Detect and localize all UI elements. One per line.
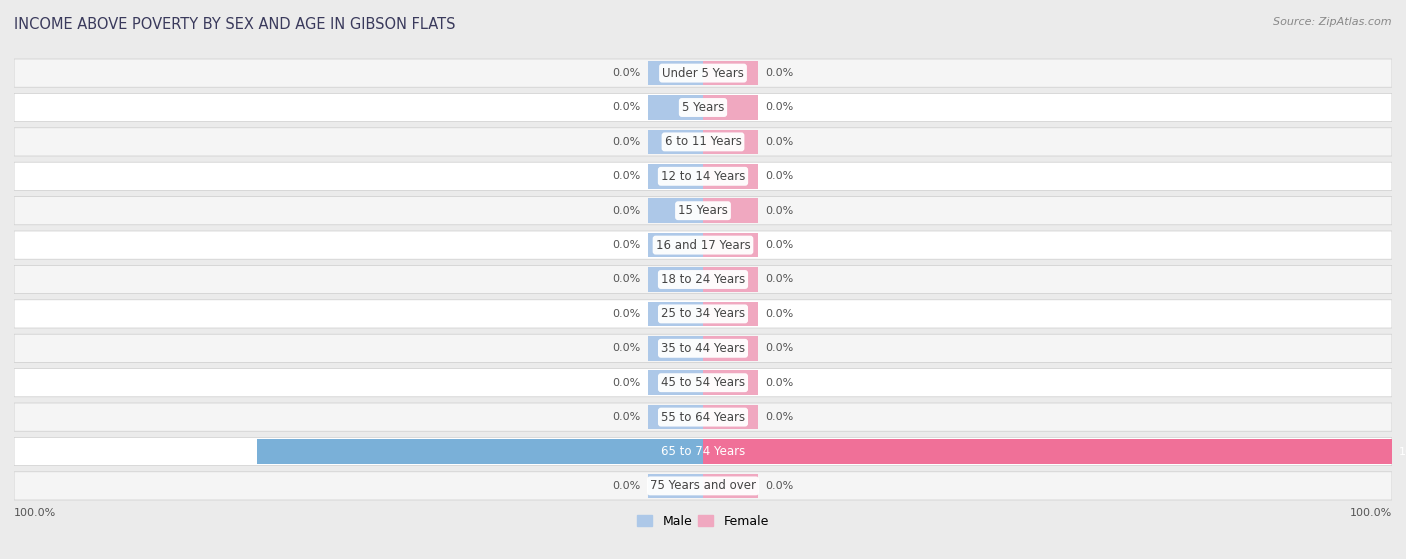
- Text: 12 to 14 Years: 12 to 14 Years: [661, 170, 745, 183]
- Text: 0.0%: 0.0%: [613, 240, 641, 250]
- Bar: [648, 267, 703, 292]
- Text: 0.0%: 0.0%: [613, 171, 641, 181]
- Text: 0.0%: 0.0%: [765, 240, 793, 250]
- Text: 0.0%: 0.0%: [765, 102, 793, 112]
- Bar: [703, 61, 758, 86]
- Bar: [703, 164, 758, 189]
- Bar: [703, 473, 758, 498]
- Text: 0.0%: 0.0%: [765, 481, 793, 491]
- Text: 0.0%: 0.0%: [613, 274, 641, 285]
- Text: 0.0%: 0.0%: [765, 68, 793, 78]
- Text: 0.0%: 0.0%: [613, 137, 641, 147]
- Bar: [648, 336, 703, 361]
- Bar: [703, 267, 758, 292]
- Bar: [703, 370, 758, 395]
- FancyBboxPatch shape: [14, 93, 1392, 122]
- FancyBboxPatch shape: [14, 197, 1392, 225]
- Bar: [703, 336, 758, 361]
- Bar: [648, 370, 703, 395]
- FancyBboxPatch shape: [14, 472, 1392, 500]
- Bar: [648, 95, 703, 120]
- Text: 0.0%: 0.0%: [613, 206, 641, 216]
- Bar: [648, 473, 703, 498]
- Text: 45 to 54 Years: 45 to 54 Years: [661, 376, 745, 389]
- Bar: [257, 439, 703, 464]
- FancyBboxPatch shape: [14, 266, 1392, 293]
- Text: 65 to 74 Years: 65 to 74 Years: [661, 445, 745, 458]
- Text: 0.0%: 0.0%: [765, 412, 793, 422]
- Bar: [703, 439, 1392, 464]
- Bar: [648, 164, 703, 189]
- Text: 5 Years: 5 Years: [682, 101, 724, 114]
- Legend: Male, Female: Male, Female: [633, 510, 773, 533]
- Text: INCOME ABOVE POVERTY BY SEX AND AGE IN GIBSON FLATS: INCOME ABOVE POVERTY BY SEX AND AGE IN G…: [14, 17, 456, 32]
- Bar: [648, 61, 703, 86]
- Text: 75 Years and over: 75 Years and over: [650, 480, 756, 492]
- Text: 0.0%: 0.0%: [613, 343, 641, 353]
- Bar: [648, 405, 703, 429]
- FancyBboxPatch shape: [14, 231, 1392, 259]
- Text: 100.0%: 100.0%: [14, 508, 56, 518]
- Bar: [648, 130, 703, 154]
- Bar: [703, 301, 758, 326]
- FancyBboxPatch shape: [14, 300, 1392, 328]
- Text: 18 to 24 Years: 18 to 24 Years: [661, 273, 745, 286]
- Text: 0.0%: 0.0%: [613, 68, 641, 78]
- Bar: [648, 301, 703, 326]
- FancyBboxPatch shape: [14, 59, 1392, 87]
- Text: 0.0%: 0.0%: [613, 378, 641, 388]
- Bar: [703, 198, 758, 223]
- Bar: [703, 233, 758, 258]
- Text: 0.0%: 0.0%: [765, 137, 793, 147]
- Bar: [648, 198, 703, 223]
- Text: 0.0%: 0.0%: [613, 102, 641, 112]
- Text: 16 and 17 Years: 16 and 17 Years: [655, 239, 751, 252]
- Text: 6 to 11 Years: 6 to 11 Years: [665, 135, 741, 148]
- Text: Under 5 Years: Under 5 Years: [662, 67, 744, 79]
- Text: 25 to 34 Years: 25 to 34 Years: [661, 307, 745, 320]
- Text: 0.0%: 0.0%: [765, 274, 793, 285]
- Text: 15 Years: 15 Years: [678, 204, 728, 217]
- FancyBboxPatch shape: [14, 403, 1392, 431]
- FancyBboxPatch shape: [14, 334, 1392, 362]
- FancyBboxPatch shape: [14, 162, 1392, 191]
- Text: 0.0%: 0.0%: [765, 343, 793, 353]
- Bar: [703, 130, 758, 154]
- Text: 0.0%: 0.0%: [765, 378, 793, 388]
- Text: 100.0%: 100.0%: [1399, 447, 1406, 457]
- Text: Source: ZipAtlas.com: Source: ZipAtlas.com: [1274, 17, 1392, 27]
- Text: 55 to 64 Years: 55 to 64 Years: [661, 411, 745, 424]
- Bar: [703, 95, 758, 120]
- Text: 100.0%: 100.0%: [1350, 508, 1392, 518]
- Text: 35 to 44 Years: 35 to 44 Years: [661, 342, 745, 355]
- FancyBboxPatch shape: [14, 128, 1392, 156]
- Bar: [703, 405, 758, 429]
- Text: 0.0%: 0.0%: [765, 206, 793, 216]
- Text: 0.0%: 0.0%: [765, 171, 793, 181]
- Text: 64.7%: 64.7%: [215, 447, 250, 457]
- Bar: [648, 233, 703, 258]
- FancyBboxPatch shape: [14, 368, 1392, 397]
- Text: 0.0%: 0.0%: [613, 412, 641, 422]
- Text: 0.0%: 0.0%: [613, 481, 641, 491]
- FancyBboxPatch shape: [14, 437, 1392, 466]
- Text: 0.0%: 0.0%: [765, 309, 793, 319]
- Text: 0.0%: 0.0%: [613, 309, 641, 319]
